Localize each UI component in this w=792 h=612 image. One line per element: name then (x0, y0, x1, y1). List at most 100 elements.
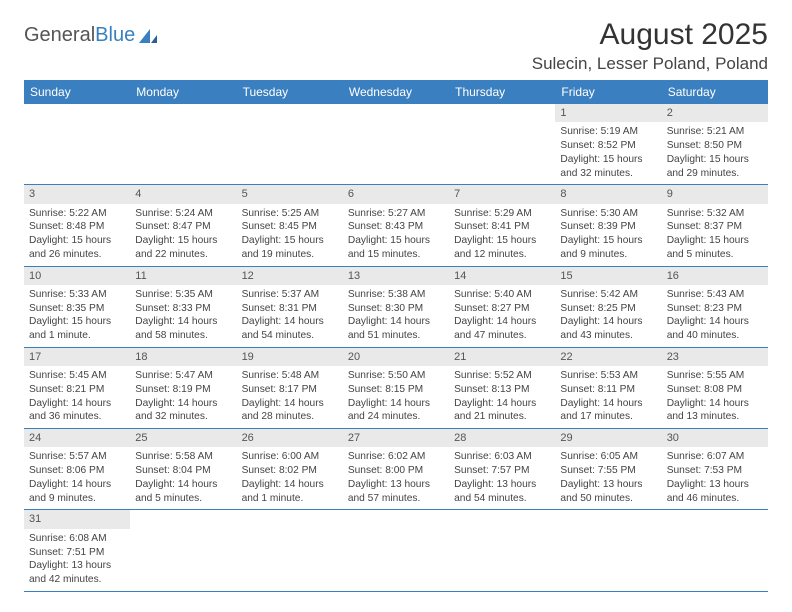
day-number: 13 (343, 267, 449, 285)
day-details: Sunrise: 5:47 AMSunset: 8:19 PMDaylight:… (130, 366, 236, 428)
day-number: 19 (237, 348, 343, 366)
sunset-text: Sunset: 8:50 PM (667, 139, 763, 152)
day-number: 4 (130, 185, 236, 203)
daylight-text-2: and 24 minutes. (348, 410, 444, 423)
daylight-text-1: Daylight: 14 hours (667, 397, 763, 410)
day-details: Sunrise: 5:57 AMSunset: 8:06 PMDaylight:… (24, 447, 130, 509)
calendar-day: 27Sunrise: 6:02 AMSunset: 8:00 PMDayligh… (343, 429, 449, 509)
day-number: 2 (662, 104, 768, 122)
sunset-text: Sunset: 8:39 PM (560, 220, 656, 233)
daylight-text-1: Daylight: 14 hours (454, 315, 550, 328)
day-details: Sunrise: 5:43 AMSunset: 8:23 PMDaylight:… (662, 285, 768, 347)
day-details: Sunrise: 5:53 AMSunset: 8:11 PMDaylight:… (555, 366, 661, 428)
calendar-day (555, 510, 661, 590)
day-number: 6 (343, 185, 449, 203)
daylight-text-2: and 21 minutes. (454, 410, 550, 423)
daylight-text-2: and 22 minutes. (135, 248, 231, 261)
day-number (343, 104, 449, 122)
daylight-text-2: and 54 minutes. (242, 329, 338, 342)
daylight-text-2: and 28 minutes. (242, 410, 338, 423)
sunrise-text: Sunrise: 5:55 AM (667, 369, 763, 382)
sunset-text: Sunset: 8:45 PM (242, 220, 338, 233)
day-details: Sunrise: 5:37 AMSunset: 8:31 PMDaylight:… (237, 285, 343, 347)
sunrise-text: Sunrise: 5:48 AM (242, 369, 338, 382)
sunrise-text: Sunrise: 5:19 AM (560, 125, 656, 138)
day-details: Sunrise: 5:19 AMSunset: 8:52 PMDaylight:… (555, 122, 661, 184)
sunrise-text: Sunrise: 5:21 AM (667, 125, 763, 138)
daylight-text-1: Daylight: 14 hours (135, 478, 231, 491)
sunset-text: Sunset: 8:17 PM (242, 383, 338, 396)
sunrise-text: Sunrise: 5:33 AM (29, 288, 125, 301)
day-number (130, 104, 236, 122)
sunset-text: Sunset: 8:19 PM (135, 383, 231, 396)
daylight-text-2: and 9 minutes. (560, 248, 656, 261)
daylight-text-2: and 1 minute. (29, 329, 125, 342)
sunset-text: Sunset: 8:00 PM (348, 464, 444, 477)
sunrise-text: Sunrise: 5:57 AM (29, 450, 125, 463)
calendar-day: 5Sunrise: 5:25 AMSunset: 8:45 PMDaylight… (237, 185, 343, 265)
day-number: 14 (449, 267, 555, 285)
day-number: 17 (24, 348, 130, 366)
sunrise-text: Sunrise: 6:07 AM (667, 450, 763, 463)
daylight-text-1: Daylight: 14 hours (135, 397, 231, 410)
sunrise-text: Sunrise: 5:27 AM (348, 207, 444, 220)
calendar-day: 28Sunrise: 6:03 AMSunset: 7:57 PMDayligh… (449, 429, 555, 509)
daylight-text-2: and 17 minutes. (560, 410, 656, 423)
daylight-text-1: Daylight: 14 hours (242, 315, 338, 328)
sunset-text: Sunset: 8:30 PM (348, 302, 444, 315)
calendar-day (130, 104, 236, 184)
weekday-header-row: Sunday Monday Tuesday Wednesday Thursday… (24, 80, 768, 104)
day-number (130, 510, 236, 528)
sunset-text: Sunset: 8:37 PM (667, 220, 763, 233)
daylight-text-2: and 19 minutes. (242, 248, 338, 261)
sunset-text: Sunset: 8:27 PM (454, 302, 550, 315)
daylight-text-1: Daylight: 15 hours (667, 234, 763, 247)
sunrise-text: Sunrise: 6:03 AM (454, 450, 550, 463)
day-number: 27 (343, 429, 449, 447)
day-details: Sunrise: 5:21 AMSunset: 8:50 PMDaylight:… (662, 122, 768, 184)
calendar-day (343, 104, 449, 184)
sunrise-text: Sunrise: 5:50 AM (348, 369, 444, 382)
day-number (449, 510, 555, 528)
sunset-text: Sunset: 8:35 PM (29, 302, 125, 315)
calendar-day: 14Sunrise: 5:40 AMSunset: 8:27 PMDayligh… (449, 267, 555, 347)
calendar-week: 24Sunrise: 5:57 AMSunset: 8:06 PMDayligh… (24, 429, 768, 510)
sunset-text: Sunset: 8:47 PM (135, 220, 231, 233)
day-details: Sunrise: 5:55 AMSunset: 8:08 PMDaylight:… (662, 366, 768, 428)
daylight-text-1: Daylight: 15 hours (348, 234, 444, 247)
daylight-text-1: Daylight: 13 hours (454, 478, 550, 491)
sunrise-text: Sunrise: 5:35 AM (135, 288, 231, 301)
day-details: Sunrise: 5:38 AMSunset: 8:30 PMDaylight:… (343, 285, 449, 347)
calendar-week: 10Sunrise: 5:33 AMSunset: 8:35 PMDayligh… (24, 267, 768, 348)
day-number (662, 510, 768, 528)
day-details: Sunrise: 6:08 AMSunset: 7:51 PMDaylight:… (24, 529, 130, 591)
calendar-day (343, 510, 449, 590)
daylight-text-1: Daylight: 14 hours (560, 397, 656, 410)
calendar-week: 17Sunrise: 5:45 AMSunset: 8:21 PMDayligh… (24, 348, 768, 429)
calendar-day: 18Sunrise: 5:47 AMSunset: 8:19 PMDayligh… (130, 348, 236, 428)
day-number (237, 104, 343, 122)
day-number: 22 (555, 348, 661, 366)
daylight-text-1: Daylight: 15 hours (454, 234, 550, 247)
daylight-text-2: and 58 minutes. (135, 329, 231, 342)
day-number: 24 (24, 429, 130, 447)
day-details: Sunrise: 5:48 AMSunset: 8:17 PMDaylight:… (237, 366, 343, 428)
daylight-text-1: Daylight: 15 hours (135, 234, 231, 247)
calendar-day: 15Sunrise: 5:42 AMSunset: 8:25 PMDayligh… (555, 267, 661, 347)
sunrise-text: Sunrise: 5:32 AM (667, 207, 763, 220)
calendar-day (130, 510, 236, 590)
calendar-day: 17Sunrise: 5:45 AMSunset: 8:21 PMDayligh… (24, 348, 130, 428)
daylight-text-2: and 12 minutes. (454, 248, 550, 261)
daylight-text-1: Daylight: 14 hours (667, 315, 763, 328)
sunset-text: Sunset: 8:08 PM (667, 383, 763, 396)
daylight-text-2: and 26 minutes. (29, 248, 125, 261)
calendar-week: 3Sunrise: 5:22 AMSunset: 8:48 PMDaylight… (24, 185, 768, 266)
calendar-day: 30Sunrise: 6:07 AMSunset: 7:53 PMDayligh… (662, 429, 768, 509)
calendar-day (24, 104, 130, 184)
day-number: 25 (130, 429, 236, 447)
calendar-day: 16Sunrise: 5:43 AMSunset: 8:23 PMDayligh… (662, 267, 768, 347)
sunset-text: Sunset: 8:21 PM (29, 383, 125, 396)
daylight-text-1: Daylight: 13 hours (348, 478, 444, 491)
daylight-text-1: Daylight: 15 hours (29, 315, 125, 328)
day-number: 20 (343, 348, 449, 366)
